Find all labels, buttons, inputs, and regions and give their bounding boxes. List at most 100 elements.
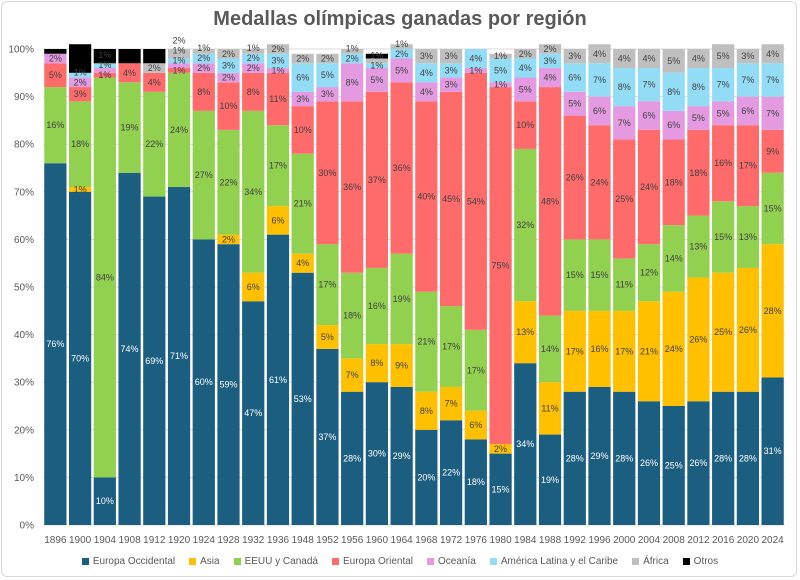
data-label: 3% <box>296 94 309 104</box>
data-label: 13% <box>739 232 757 242</box>
data-label: 7% <box>593 75 606 85</box>
bar-segment <box>761 172 784 245</box>
data-label: 31% <box>764 446 782 456</box>
bar-segment <box>316 101 339 245</box>
bar-segment <box>712 391 735 525</box>
data-label: 28% <box>764 306 782 316</box>
data-label: 11% <box>541 403 558 413</box>
bar-segment <box>266 53 290 69</box>
data-label: 4% <box>420 68 433 78</box>
data-label: 18% <box>665 177 683 187</box>
bar-segment <box>242 72 265 111</box>
data-label: 24% <box>665 344 683 354</box>
data-label: 8% <box>667 87 680 97</box>
legend-swatch <box>233 558 241 565</box>
bar-segment <box>93 477 116 525</box>
bar-segment <box>143 63 166 73</box>
bar-segment <box>266 206 290 235</box>
bar-segment <box>415 391 438 430</box>
bar-segment <box>464 329 487 411</box>
data-label: 1% <box>494 51 507 61</box>
x-tick-label: 1952 <box>316 535 339 546</box>
x-tick-label: 1896 <box>44 535 67 546</box>
bar-segment <box>365 68 389 92</box>
bar-segment <box>291 53 314 64</box>
bar-segment <box>118 63 141 83</box>
data-label: 16% <box>368 301 386 311</box>
data-label: 26% <box>689 334 707 344</box>
data-label: 2% <box>148 63 161 73</box>
bar-segment <box>217 82 240 130</box>
bar-segment <box>415 291 438 392</box>
bar-segment <box>761 44 784 64</box>
data-label: 1% <box>370 61 383 71</box>
data-label: 36% <box>343 182 361 192</box>
bar-segment <box>662 406 685 525</box>
data-label: 1% <box>247 43 260 53</box>
bar-segment <box>316 53 339 64</box>
data-label: 5% <box>321 332 334 342</box>
y-tick-label: 90% <box>14 92 34 103</box>
bar-segment <box>93 49 116 64</box>
bar-segment <box>68 187 92 192</box>
data-label: 28% <box>615 453 633 463</box>
x-tick-label: 1932 <box>242 535 265 546</box>
bar-segment <box>662 291 685 406</box>
data-label: 16% <box>590 344 608 354</box>
bar-segment <box>192 49 215 54</box>
data-label: 2% <box>544 44 557 54</box>
x-tick-label: 2000 <box>613 535 636 546</box>
legend-swatch <box>489 558 497 565</box>
bar-segment <box>637 68 661 102</box>
data-label: 15% <box>492 484 510 494</box>
bar-segment <box>390 82 413 254</box>
data-label: 8% <box>420 406 433 416</box>
data-label: 15% <box>590 270 608 280</box>
bar-segment <box>464 49 487 69</box>
data-label: 6% <box>593 106 606 116</box>
data-label: 3% <box>741 51 754 61</box>
data-label: 13% <box>689 242 707 252</box>
bar-segment <box>365 344 389 383</box>
legend-label: África <box>643 556 669 567</box>
data-label: 27% <box>195 170 213 180</box>
bar-segment <box>93 77 116 478</box>
bar-segment <box>341 101 364 273</box>
data-label: 59% <box>219 380 237 390</box>
y-tick-label: 50% <box>14 283 34 294</box>
bar-segment <box>192 110 215 240</box>
data-label: 8% <box>618 82 631 92</box>
data-label: 76% <box>46 339 64 349</box>
data-label: 34% <box>516 439 534 449</box>
data-label: 26% <box>566 173 584 183</box>
bar-segment <box>143 196 166 525</box>
data-label: 5% <box>717 51 730 61</box>
bar-segment <box>266 44 290 54</box>
bar-segment <box>489 58 512 83</box>
data-label: 6% <box>271 215 284 225</box>
data-label: 17% <box>739 161 757 171</box>
data-label: 9% <box>395 361 408 371</box>
bar-segment <box>390 58 413 83</box>
bar-segment <box>538 44 562 54</box>
bar-segment <box>68 44 92 73</box>
bar-segment <box>365 382 389 525</box>
data-label: 13% <box>516 327 534 337</box>
data-label: 17% <box>467 365 485 375</box>
bar-segment <box>291 253 314 273</box>
bar-segment <box>291 272 314 525</box>
bar-segment <box>613 49 636 69</box>
y-tick-label: 40% <box>14 330 34 341</box>
bar-segment <box>538 53 562 69</box>
bar-segment <box>390 344 413 387</box>
bar-segment <box>761 129 784 173</box>
data-label: 1% <box>395 39 408 49</box>
data-label: 5% <box>395 65 408 75</box>
bar-segment <box>118 49 141 64</box>
bar-segment <box>637 129 661 245</box>
data-label: 29% <box>393 451 411 461</box>
bar-segment <box>563 49 586 64</box>
bar-segment <box>143 91 166 197</box>
bar-segment <box>613 310 636 392</box>
bar-segment <box>761 244 784 378</box>
